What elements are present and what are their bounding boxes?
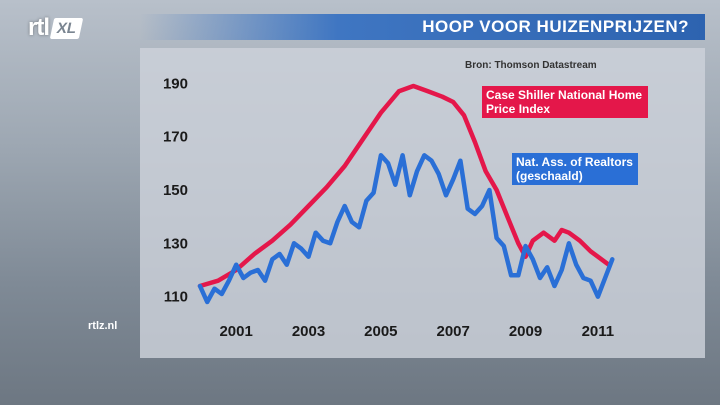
site-label: rtlz.nl	[88, 320, 118, 332]
legend-case-shiller: Case Shiller National Home Price Index	[482, 86, 648, 118]
page-title: HOOP VOOR HUIZENPRIJZEN?	[422, 17, 689, 36]
y-tick-label: 130	[163, 235, 188, 252]
x-axis-ticks: 2001 2003 2005 2007 2009 2011	[219, 323, 614, 340]
x-tick-label: 2003	[292, 323, 325, 340]
y-axis-ticks: 110 130 150 170 190	[163, 75, 188, 305]
x-tick-label: 2005	[364, 323, 397, 340]
x-tick-label: 2009	[509, 323, 542, 340]
rtl-xl-logo: rtl XL	[28, 14, 84, 42]
x-tick-label: 2007	[437, 323, 470, 340]
series-lines	[197, 83, 615, 305]
legend-nar: Nat. Ass. of Realtors (geschaald)	[512, 153, 638, 185]
y-tick-label: 170	[163, 129, 188, 146]
title-bar: HOOP VOOR HUIZENPRIJZEN?	[140, 14, 705, 40]
logo-rtl-text: rtl	[28, 14, 50, 41]
x-tick-label: 2001	[219, 323, 252, 340]
x-tick-label: 2011	[582, 323, 615, 340]
y-tick-label: 190	[163, 75, 188, 92]
y-tick-label: 110	[164, 289, 188, 306]
y-tick-label: 150	[163, 182, 188, 199]
case-shiller-line	[197, 83, 611, 289]
nar-line	[197, 153, 615, 305]
source-label: Bron: Thomson Datastream	[465, 60, 597, 71]
